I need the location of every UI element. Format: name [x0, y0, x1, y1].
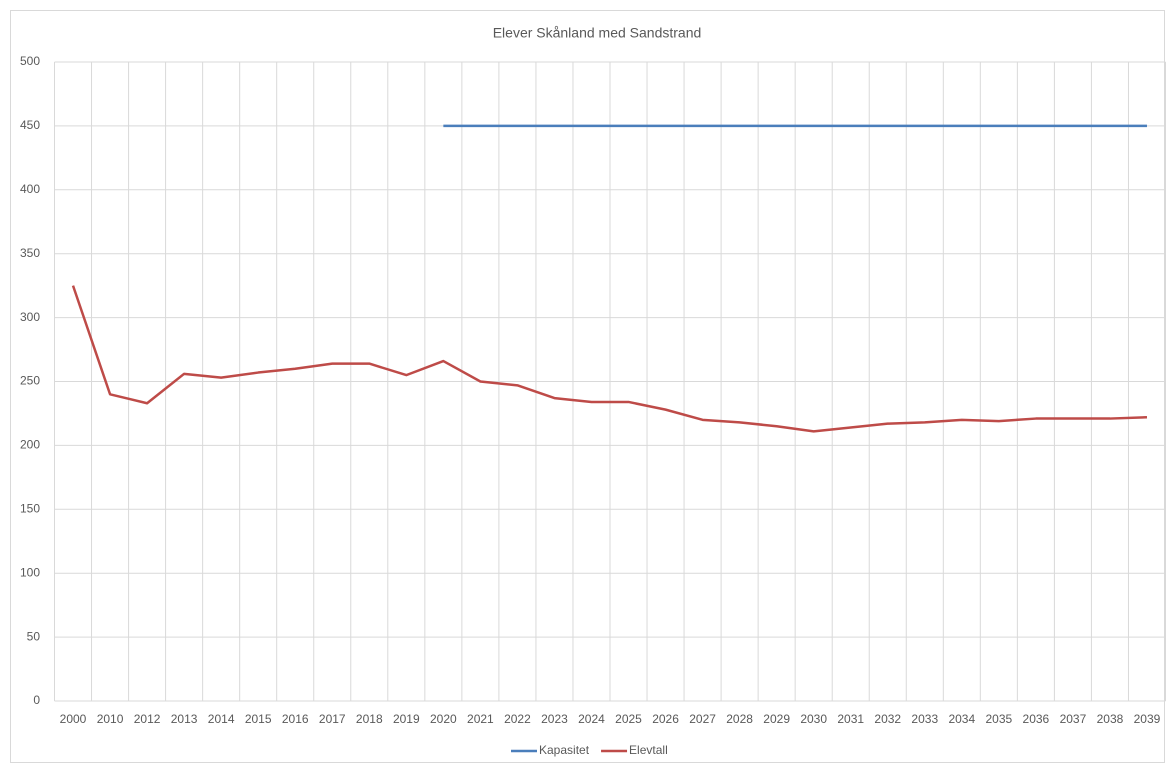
y-tick-label: 150	[20, 501, 40, 515]
chart-border	[10, 10, 1165, 763]
x-tick-label: 2024	[578, 712, 605, 726]
x-tick-label: 2027	[689, 712, 716, 726]
x-tick-label: 2023	[541, 712, 568, 726]
y-tick-label: 100	[20, 565, 40, 579]
x-tick-label: 2033	[911, 712, 938, 726]
x-tick-label: 2025	[615, 712, 642, 726]
x-tick-label: 2028	[726, 712, 753, 726]
x-tick-label: 2020	[430, 712, 457, 726]
y-tick-label: 500	[20, 54, 40, 68]
x-tick-label: 2021	[467, 712, 494, 726]
x-tick-label: 2036	[1023, 712, 1050, 726]
y-tick-label: 50	[27, 629, 41, 643]
x-tick-label: 2015	[245, 712, 272, 726]
y-tick-label: 300	[20, 310, 40, 324]
x-tick-label: 2032	[874, 712, 901, 726]
x-tick-label: 2000	[60, 712, 87, 726]
x-tick-label: 2026	[652, 712, 679, 726]
y-tick-label: 250	[20, 374, 40, 388]
x-tick-label: 2034	[948, 712, 975, 726]
x-tick-label: 2012	[134, 712, 161, 726]
x-tick-label: 2037	[1060, 712, 1087, 726]
x-tick-label: 2019	[393, 712, 420, 726]
x-tick-label: 2022	[504, 712, 531, 726]
y-tick-label: 450	[20, 118, 40, 132]
x-tick-label: 2031	[837, 712, 864, 726]
x-tick-label: 2039	[1134, 712, 1161, 726]
y-tick-label: 200	[20, 438, 40, 452]
x-tick-label: 2013	[171, 712, 198, 726]
x-tick-label: 2017	[319, 712, 346, 726]
y-tick-label: 350	[20, 246, 40, 260]
x-tick-label: 2018	[356, 712, 383, 726]
y-tick-label: 0	[33, 693, 40, 707]
x-tick-label: 2029	[763, 712, 790, 726]
x-tick-label: 2016	[282, 712, 309, 726]
x-tick-label: 2030	[800, 712, 827, 726]
x-tick-label: 2038	[1097, 712, 1124, 726]
x-tick-label: 2010	[97, 712, 124, 726]
chart-title: Elever Skånland med Sandstrand	[493, 25, 702, 41]
x-tick-label: 2014	[208, 712, 235, 726]
legend-label: Elevtall	[629, 743, 668, 757]
legend-label: Kapasitet	[539, 743, 590, 757]
x-tick-label: 2035	[985, 712, 1012, 726]
line-series	[71, 285, 1148, 433]
y-tick-label: 400	[20, 182, 40, 196]
